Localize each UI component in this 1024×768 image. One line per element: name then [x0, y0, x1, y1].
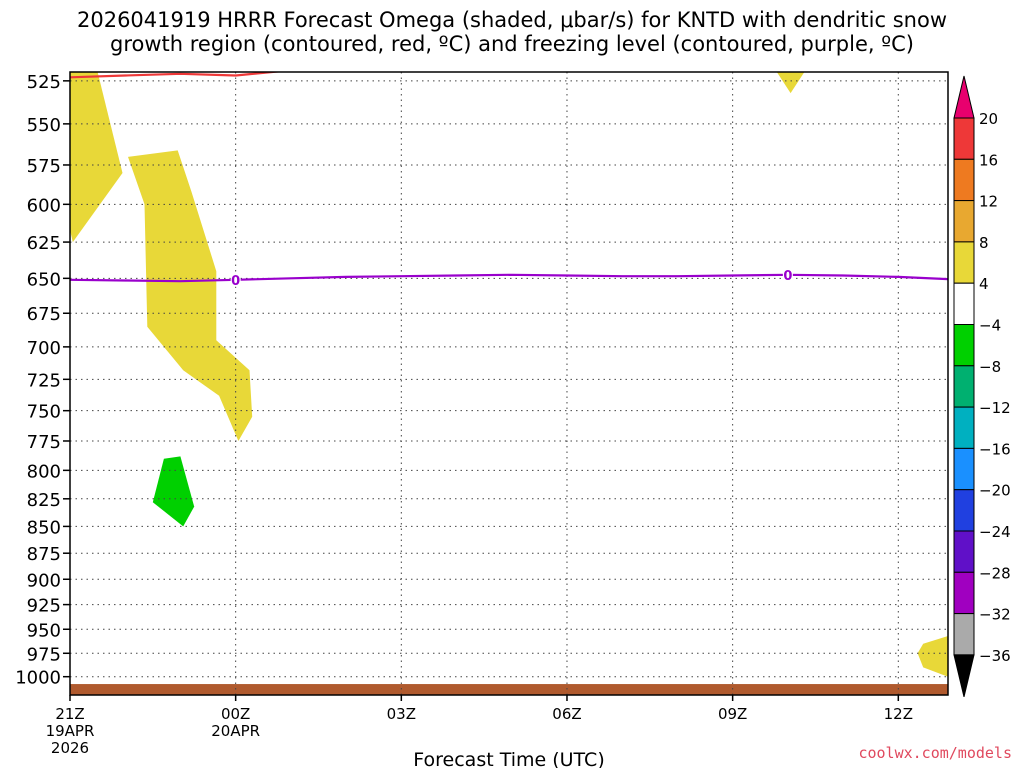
- x-tick-label-00Z-0: 00Z: [221, 705, 250, 723]
- colorbar-swatch-11: [953, 571, 975, 615]
- colorbar-label-5: −4: [979, 317, 1001, 335]
- y-tick-label-925: 925: [27, 596, 61, 617]
- y-tick-label-675: 675: [27, 304, 61, 325]
- contour-0: [70, 72, 284, 79]
- y-tick-label-600: 600: [27, 195, 61, 216]
- y-tick-label-550: 550: [27, 115, 61, 136]
- contour-label-1-1: 0: [783, 269, 792, 284]
- colorbar-label-3: 8: [979, 234, 989, 252]
- y-tick-label-575: 575: [27, 156, 61, 177]
- ground-layer: [70, 684, 948, 695]
- x-tick-label-03Z-0: 03Z: [387, 705, 416, 723]
- colorbar-label-10: −24: [979, 523, 1011, 541]
- x-tick-label-09Z-0: 09Z: [718, 705, 747, 723]
- colorbar-label-0: 20: [979, 110, 998, 128]
- contour-label-1-0: 0: [231, 274, 240, 289]
- colorbar-swatch-3: [953, 241, 975, 284]
- colorbar-label-8: −16: [979, 440, 1011, 458]
- y-tick-label-800: 800: [27, 461, 61, 482]
- colorbar-swatch-4: [953, 282, 975, 326]
- y-tick-label-950: 950: [27, 620, 61, 641]
- colorbar-swatch-0: [953, 117, 975, 160]
- x-tick-label-06Z-0: 06Z: [552, 705, 581, 723]
- y-tick-label-850: 850: [27, 517, 61, 538]
- colorbar-label-7: −12: [979, 399, 1011, 417]
- colorbar-bottom-arrow: [953, 654, 975, 698]
- colorbar-label-6: −8: [979, 358, 1001, 376]
- y-tick-label-625: 625: [27, 233, 61, 254]
- y-tick-label-875: 875: [27, 544, 61, 565]
- colorbar-label-4: 4: [979, 275, 989, 293]
- colorbar-label-11: −28: [979, 564, 1011, 582]
- colorbar-swatch-2: [953, 200, 975, 243]
- omega-region-3: [917, 636, 948, 677]
- contour-label-bg-1-0: [230, 272, 241, 287]
- plot-frame: [69, 71, 949, 696]
- x-tick-label-00Z-1: 20APR: [211, 722, 260, 740]
- colorbar-label-2: 12: [979, 193, 998, 211]
- colorbar-swatch-12: [953, 613, 975, 656]
- credit-text: coolwx.com/models: [858, 744, 1012, 762]
- colorbar-label-12: −32: [979, 606, 1011, 624]
- y-tick-label-650: 650: [27, 269, 61, 290]
- omega-region-2: [776, 72, 805, 94]
- y-tick-label-750: 750: [27, 402, 61, 423]
- omega-region-0: [70, 72, 123, 243]
- x-tick-label-21Z-2: 2026: [51, 739, 89, 757]
- x-tick-label-12Z-0: 12Z: [884, 705, 913, 723]
- colorbar-top-arrow: [953, 75, 975, 119]
- colorbar-swatch-9: [953, 489, 975, 532]
- x-tick-label-21Z-1: 19APR: [46, 722, 95, 740]
- colorbar-label-13: −36: [979, 647, 1011, 665]
- omega-region-1: [128, 150, 253, 441]
- x-tick-label-21Z-0: 21Z: [55, 705, 84, 723]
- colorbar-swatch-1: [953, 158, 975, 202]
- colorbar-swatch-7: [953, 406, 975, 449]
- y-tick-label-525: 525: [27, 72, 61, 93]
- colorbar-label-1: 16: [979, 151, 998, 169]
- y-tick-label-725: 725: [27, 370, 61, 391]
- contour-1: [70, 273, 948, 283]
- y-tick-label-825: 825: [27, 490, 61, 511]
- contour-label-bg-1-1: [782, 267, 793, 282]
- x-axis-label: Forecast Time (UTC): [413, 749, 604, 768]
- colorbar-swatch-6: [953, 365, 975, 408]
- colorbar-swatch-5: [953, 324, 975, 367]
- y-tick-label-975: 975: [27, 644, 61, 665]
- y-tick-label-900: 900: [27, 570, 61, 591]
- colorbar-swatch-10: [953, 530, 975, 573]
- colorbar-label-9: −20: [979, 482, 1011, 500]
- y-tick-label-700: 700: [27, 338, 61, 359]
- chart-title-line2: growth region (contoured, red, ºC) and f…: [110, 32, 914, 56]
- omega-region-4: [152, 456, 195, 527]
- colorbar-swatch-8: [953, 447, 975, 491]
- y-tick-label-775: 775: [27, 432, 61, 453]
- y-tick-label-1000: 1000: [15, 668, 61, 689]
- colorbar: 20 16 12 8 4 −4 −8 −12 −16 −20 −24 −28 −32 −36: [953, 75, 1011, 698]
- chart-title-line1: 2026041919 HRRR Forecast Omega (shaded, …: [76, 8, 947, 32]
